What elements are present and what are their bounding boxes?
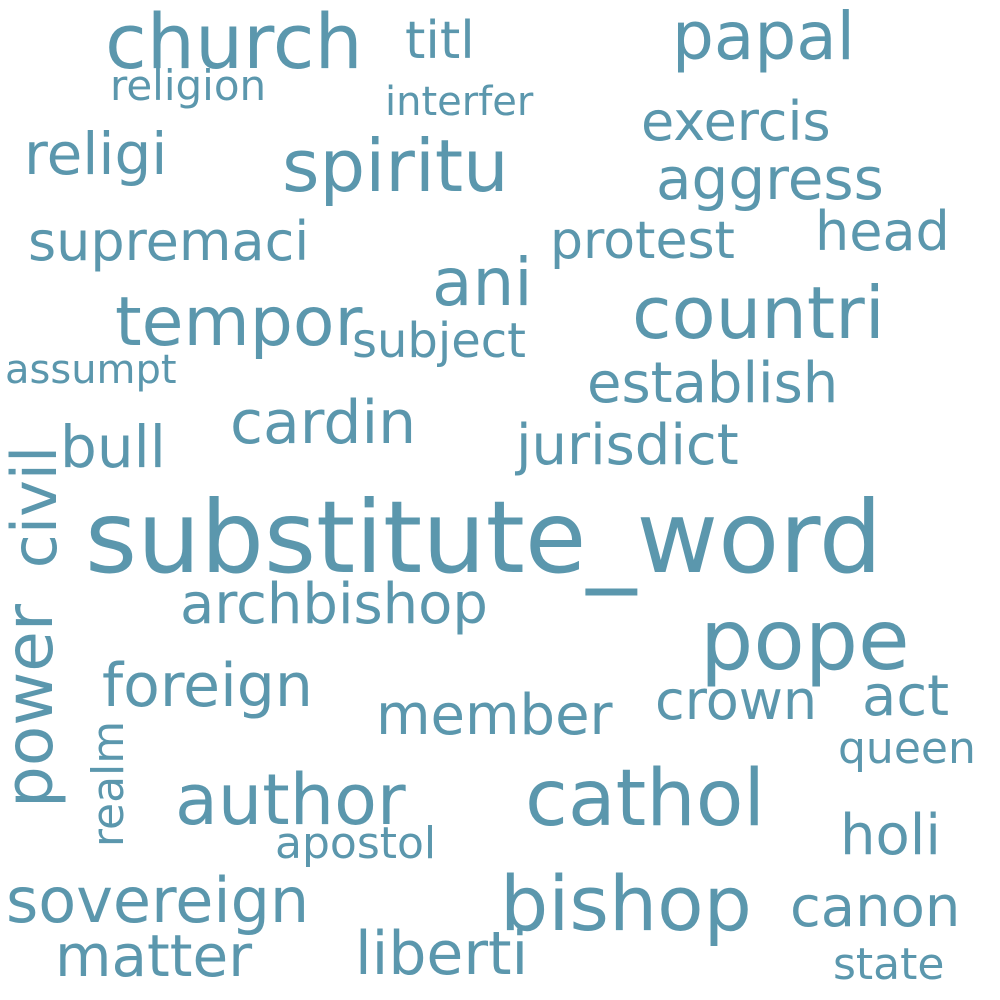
word-jurisdict: jurisdict xyxy=(516,413,739,478)
word-apostol: apostol xyxy=(275,818,437,869)
word-cardin: cardin xyxy=(230,388,417,458)
word-pope: pope xyxy=(700,591,910,689)
word-countri: countri xyxy=(632,271,885,355)
word-cathol: cathol xyxy=(525,754,766,844)
word-canon: canon xyxy=(790,875,961,940)
word-religion: religion xyxy=(110,61,267,110)
word-liberti: liberti xyxy=(355,919,529,989)
word-member: member xyxy=(376,683,613,748)
word-bull: bull xyxy=(60,413,166,481)
word-ani: ani xyxy=(432,244,533,321)
word-civil: civil xyxy=(0,445,71,569)
word-head: head xyxy=(815,200,950,263)
word-author: author xyxy=(175,759,406,841)
word-aggress: aggress xyxy=(656,145,884,213)
word-power: power xyxy=(0,604,68,808)
word-substitute-word: substitute_word xyxy=(85,479,883,596)
word-interfer: interfer xyxy=(385,79,534,125)
word-holi: holi xyxy=(840,803,941,868)
word-establish: establish xyxy=(587,351,839,416)
word-queen: queen xyxy=(838,723,976,774)
word-bishop: bishop xyxy=(500,859,752,948)
word-supremaci: supremaci xyxy=(28,210,310,273)
word-church: church xyxy=(105,0,363,86)
word-religi: religi xyxy=(24,120,168,188)
word-protest: protest xyxy=(550,211,735,271)
word-titl: titl xyxy=(405,11,475,71)
word-papal: papal xyxy=(672,0,856,75)
word-crown: crown xyxy=(655,669,818,732)
word-sovereign: sovereign xyxy=(6,864,310,937)
word-foreign: foreign xyxy=(102,651,313,721)
word-subject: subject xyxy=(352,313,526,369)
word-realm: realm xyxy=(83,720,134,848)
word-matter: matter xyxy=(55,922,253,990)
word-archbishop: archbishop xyxy=(180,572,488,637)
word-tempor: tempor xyxy=(115,283,363,362)
word-state: state xyxy=(833,939,945,990)
word-assumpt: assumpt xyxy=(5,347,177,393)
word-spiritu: spiritu xyxy=(282,124,509,208)
word-act: act xyxy=(862,664,950,729)
word-exercis: exercis xyxy=(641,90,831,153)
